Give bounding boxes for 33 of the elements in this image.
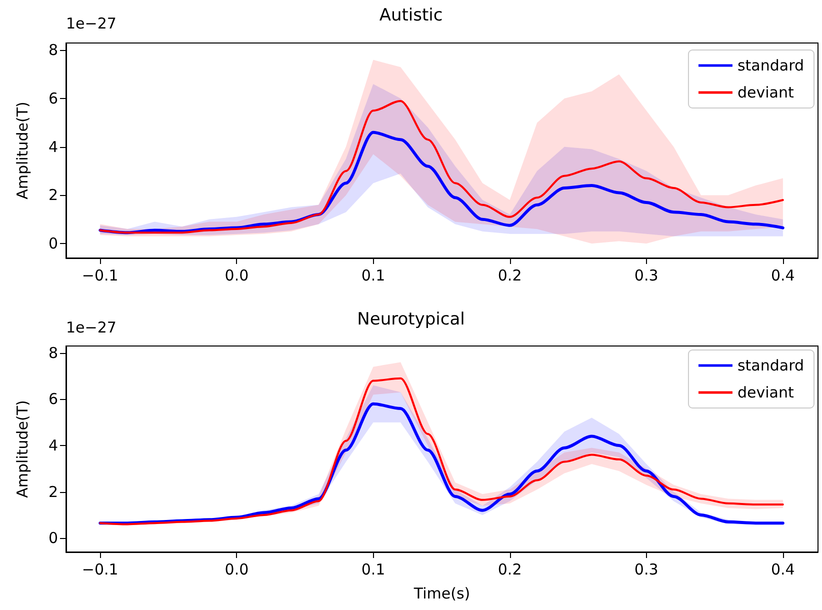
- x-tick-label: 0.2: [498, 266, 522, 284]
- x-tick-label: 0.3: [634, 266, 658, 284]
- y-tick-label: 4: [48, 436, 58, 455]
- legend-label: standard: [737, 356, 804, 374]
- y-tick-label: 4: [48, 138, 58, 156]
- y-tick-label: 6: [48, 390, 58, 408]
- x-tick-label: −0.1: [82, 266, 118, 284]
- chart-title: Neurotypical: [357, 310, 465, 330]
- x-tick-label: −0.1: [82, 560, 118, 578]
- x-tick-label: 0.4: [770, 266, 795, 284]
- x-tick-label: 0.0: [224, 560, 249, 578]
- y-axis-title: Amplitude(T): [14, 102, 32, 200]
- y-tick-label: 2: [48, 482, 58, 501]
- x-axis-title: Time(s): [412, 584, 470, 602]
- x-tick-label: 0.2: [498, 560, 522, 578]
- x-tick-label: 0.1: [361, 266, 386, 284]
- legend-label: standard: [737, 56, 804, 74]
- x-tick-label: 0.3: [634, 560, 658, 578]
- y-tick-label: 6: [48, 90, 58, 108]
- y-tick-label: 8: [48, 41, 58, 60]
- y-axis-title: Amplitude(T): [14, 400, 32, 498]
- y-tick-label: 8: [48, 344, 58, 362]
- x-tick-label: 0.0: [224, 266, 249, 284]
- legend-label: deviant: [737, 384, 794, 402]
- chart-title: Autistic: [379, 6, 443, 26]
- y-tick-label: 0: [48, 234, 58, 253]
- y-tick-label: 2: [48, 186, 58, 204]
- legend-label: deviant: [737, 84, 794, 102]
- text: 1e−27: [66, 318, 116, 336]
- y-tick-label: 0: [48, 529, 58, 548]
- x-tick-label: 0.1: [361, 560, 386, 578]
- x-tick-label: 0.4: [770, 560, 795, 578]
- text: 1e−27: [66, 14, 116, 32]
